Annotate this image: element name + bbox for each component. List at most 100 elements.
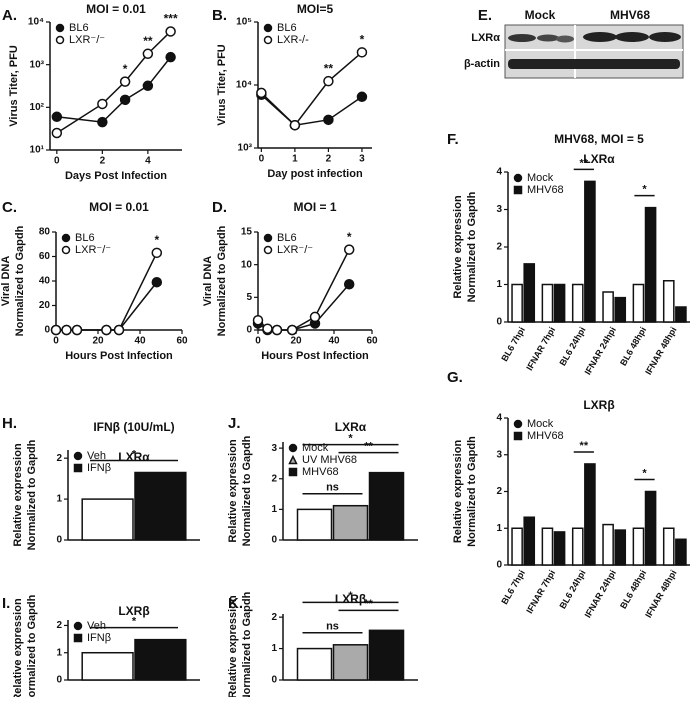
legend-label: Veh xyxy=(87,450,106,462)
y-tick-label: 10³ xyxy=(238,143,253,154)
x-tick-label: IFNAR 48hpi xyxy=(643,568,678,619)
legend-label: MHV68 xyxy=(527,430,564,442)
legend-label: LXR-/- xyxy=(277,34,309,46)
y-axis-label: Relative expression xyxy=(227,439,239,543)
band xyxy=(583,32,617,42)
data-point xyxy=(61,324,72,336)
legend-label: Mock xyxy=(527,172,554,184)
data-point xyxy=(323,75,334,87)
x-tick-label: BL6 48hpi xyxy=(618,325,648,367)
bar xyxy=(644,490,657,566)
y-tick-label: 60 xyxy=(39,251,51,262)
x-tick-label: IFNAR 24hpi xyxy=(583,568,618,619)
annotation: ** xyxy=(580,157,589,169)
x-tick-label: 0 xyxy=(255,336,261,347)
y-tick-label: 0 xyxy=(271,535,277,546)
data-point xyxy=(356,47,368,58)
bar xyxy=(81,651,134,681)
x-axis-label: Days Post Infection xyxy=(65,170,167,182)
bar xyxy=(602,291,614,323)
y-tick-label: 20 xyxy=(39,300,51,311)
data-point xyxy=(151,276,163,288)
annotation: * xyxy=(347,230,352,244)
y-axis-label: Viral DNA xyxy=(0,256,12,307)
annotation: ns xyxy=(326,621,339,633)
legend-marker xyxy=(288,467,298,477)
series-line xyxy=(56,30,172,134)
x-tick-label: IFNAR 7hpi xyxy=(524,325,557,372)
suptitle: MHV68, MOI = 5 xyxy=(554,132,644,146)
legend-marker xyxy=(73,451,83,461)
y-tick-label: 1 xyxy=(271,504,277,515)
annotation: ** xyxy=(580,440,589,452)
bar xyxy=(523,263,536,323)
y-tick-label: 15 xyxy=(241,227,253,238)
annotation: * xyxy=(132,448,137,460)
x-tick-label: 4 xyxy=(145,156,151,167)
suptitle: IFNβ (10U/mL) xyxy=(93,420,174,434)
x-axis-label: Hours Post Infection xyxy=(65,350,173,362)
legend-label: MHV68 xyxy=(302,466,339,478)
y-axis-label: Viral DNA xyxy=(202,256,214,307)
data-point xyxy=(101,324,112,336)
panel-letter: A. xyxy=(2,7,17,24)
chart-title: MOI = 0.01 xyxy=(86,2,146,16)
y-tick-label: 1 xyxy=(56,647,62,658)
x-axis-label: Hours Post Infection xyxy=(261,350,369,362)
annotation: ** xyxy=(364,598,373,610)
bar xyxy=(675,306,687,323)
y-axis-label: Normalized to Gapdh xyxy=(241,591,253,697)
data-point xyxy=(142,48,154,60)
y-axis-label: Relative expression xyxy=(452,195,464,299)
y-tick-label: 0 xyxy=(496,560,502,571)
panel-letter: E. xyxy=(478,7,492,24)
data-point xyxy=(271,324,283,336)
x-tick-label: 0 xyxy=(53,336,59,347)
y-tick-label: 10⁵ xyxy=(236,17,252,28)
panel-letter: K. xyxy=(228,595,243,612)
legend-marker xyxy=(288,454,298,465)
legend-marker xyxy=(263,233,273,243)
panel-letter: F. xyxy=(447,131,459,148)
y-tick-label: 0 xyxy=(271,675,277,686)
y-axis-label: Relative expression xyxy=(452,440,464,544)
x-tick-label: 20 xyxy=(290,336,302,347)
legend-label: IFNβ xyxy=(87,632,111,644)
series-line xyxy=(257,249,350,331)
chart-title: LXRα xyxy=(335,420,367,434)
x-tick-label: IFNAR 24hpi xyxy=(583,325,618,376)
chart-title: MOI = 0.01 xyxy=(89,200,149,214)
band xyxy=(649,32,681,42)
x-tick-label: 40 xyxy=(134,336,146,347)
chart-title: LXRβ xyxy=(118,604,149,618)
x-tick-label: 3 xyxy=(359,154,365,165)
data-point xyxy=(51,111,63,123)
panel-letter: D. xyxy=(212,199,227,216)
bar xyxy=(632,527,645,566)
x-axis-label: Day post infection xyxy=(267,168,363,180)
bar xyxy=(134,638,187,681)
bar xyxy=(614,296,627,323)
y-axis-label: Normalized to Gapdh xyxy=(241,435,253,546)
bar xyxy=(523,516,536,566)
legend-marker xyxy=(263,23,273,33)
x-tick-label: IFNAR 7hpi xyxy=(524,568,557,615)
x-tick-label: 2 xyxy=(100,156,106,167)
panel: C. MOI = 0.01 0 20 40 60 80 Viral DNA Normalized… xyxy=(0,199,188,362)
panel-letter: H. xyxy=(2,415,17,432)
panel: J. LXRα 0 1 2 3 Relative expression Normalized … xyxy=(227,415,418,546)
y-axis-label: Normalized to Gapdh xyxy=(26,594,38,697)
y-tick-label: 10⁴ xyxy=(28,17,44,28)
series-line xyxy=(56,252,158,331)
chart-title: MOI=5 xyxy=(297,2,334,16)
series-line xyxy=(56,56,172,123)
annotation: * xyxy=(154,233,159,247)
data-point xyxy=(286,324,298,336)
band xyxy=(537,34,559,42)
y-tick-label: 10² xyxy=(30,102,45,113)
y-axis-label: Virus Titer, PFU xyxy=(216,44,228,126)
y-tick-label: 4 xyxy=(496,167,502,178)
legend-marker xyxy=(73,633,83,643)
x-tick-label: 0 xyxy=(259,154,265,165)
